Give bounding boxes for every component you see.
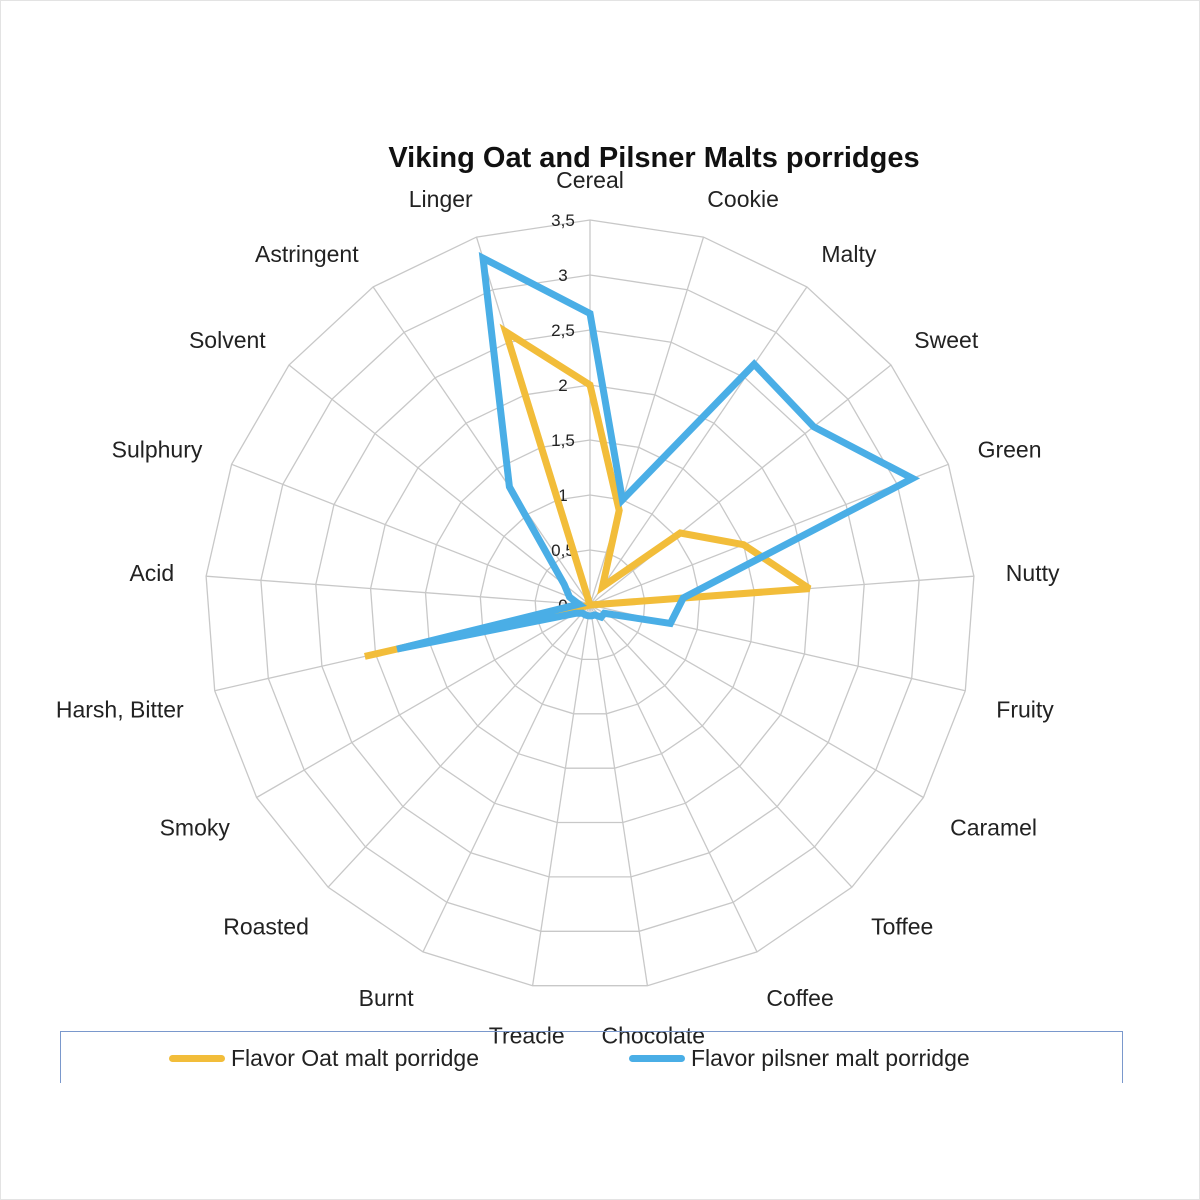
grid-spoke bbox=[589, 604, 924, 799]
tick-label: 3,5 bbox=[551, 211, 575, 230]
grid-ring bbox=[424, 439, 756, 769]
series-line-oat bbox=[364, 323, 812, 660]
grid-ring bbox=[479, 494, 701, 715]
category-label: Cookie bbox=[707, 186, 779, 212]
tick-label: 1,5 bbox=[551, 431, 575, 450]
grid-ring bbox=[315, 329, 865, 878]
tick-label: 3 bbox=[558, 266, 567, 285]
grid-spoke bbox=[589, 604, 649, 986]
category-label: Cereal bbox=[556, 167, 624, 193]
grid-spoke bbox=[589, 364, 892, 606]
category-label: Smoky bbox=[160, 815, 231, 841]
category-label: Green bbox=[978, 437, 1042, 463]
category-label: Chocolate bbox=[602, 1022, 706, 1048]
grid-ring bbox=[205, 219, 975, 987]
category-label: Nutty bbox=[1006, 560, 1060, 586]
grid-ring bbox=[534, 549, 646, 661]
series-line-pilsner bbox=[396, 251, 921, 653]
category-label: Sweet bbox=[914, 327, 979, 353]
category-label: Caramel bbox=[950, 815, 1037, 841]
chart-title: Viking Oat and Pilsner Malts porridges bbox=[388, 142, 919, 174]
legend: Flavor Oat malt porridge Flavor pilsner … bbox=[60, 1031, 1123, 1083]
category-label: Burnt bbox=[359, 985, 415, 1011]
grid-spoke bbox=[589, 286, 808, 606]
legend-item-oat: Flavor Oat malt porridge bbox=[169, 1044, 479, 1072]
grid-spoke bbox=[256, 604, 591, 799]
category-label: Linger bbox=[409, 186, 473, 212]
legend-label-oat: Flavor Oat malt porridge bbox=[231, 1044, 479, 1071]
grid-spoke bbox=[531, 604, 591, 986]
category-label: Malty bbox=[821, 241, 876, 267]
series-layer bbox=[364, 251, 921, 660]
grid-ring bbox=[260, 274, 920, 932]
grid-spoke bbox=[372, 286, 591, 606]
category-label: Solvent bbox=[189, 327, 266, 353]
category-labels: Cereal Cookie Malty Sweet Green Nutty Fruity Ca… bbox=[56, 167, 1060, 1048]
tick-label: 1 bbox=[558, 486, 567, 505]
category-label: Harsh, Bitter bbox=[56, 697, 184, 723]
category-label: Roasted bbox=[223, 914, 309, 940]
category-label: Acid bbox=[129, 560, 174, 586]
category-label: Sulphury bbox=[112, 437, 203, 463]
grid-spoke bbox=[589, 604, 853, 888]
category-label: Toffee bbox=[871, 914, 933, 940]
category-label: Fruity bbox=[996, 697, 1054, 723]
grid-spoke bbox=[422, 604, 591, 953]
grid-spoke bbox=[589, 604, 758, 953]
legend-item-pilsner: Flavor pilsner malt porridge bbox=[629, 1044, 970, 1072]
tick-label: 2,5 bbox=[551, 321, 575, 340]
legend-swatch-oat bbox=[169, 1054, 225, 1062]
legend-label-pilsner: Flavor pilsner malt porridge bbox=[691, 1044, 970, 1071]
legend-swatch-pilsner bbox=[629, 1054, 685, 1062]
grid-ring bbox=[369, 384, 811, 824]
grid-spoke bbox=[288, 364, 591, 606]
grid-spoke bbox=[206, 575, 591, 606]
category-label: Coffee bbox=[766, 985, 833, 1011]
grid-spoke bbox=[231, 463, 591, 606]
category-label: Astringent bbox=[255, 241, 359, 267]
grid-spoke bbox=[327, 604, 591, 888]
category-label: Treacle bbox=[489, 1022, 565, 1048]
tick-label: 2 bbox=[558, 376, 567, 395]
